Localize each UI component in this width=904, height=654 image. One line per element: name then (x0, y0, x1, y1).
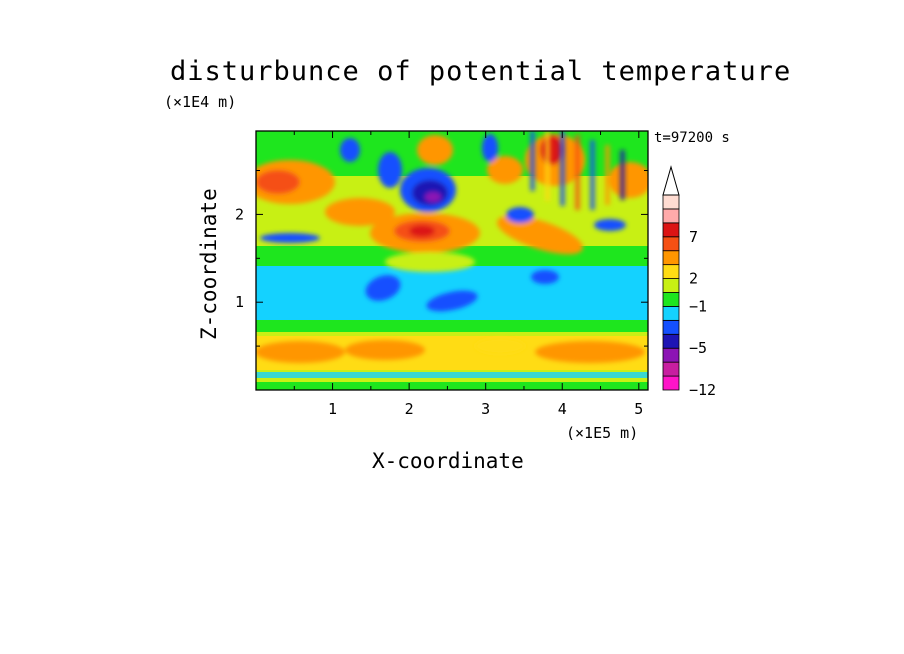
time-label: t=97200 s (654, 130, 730, 146)
field-warm-lower-left (256, 341, 345, 363)
field-band-bottom-cyan (256, 372, 648, 378)
x-tick-label: 2 (405, 400, 414, 418)
field-cold-blob-2 (426, 290, 478, 312)
field-warm-far-right (608, 162, 648, 198)
colorbar-cell (662, 222, 680, 238)
field-warm-top-right-center (487, 156, 523, 184)
colorbar-cell (662, 194, 680, 210)
field-wave-stripes (530, 131, 625, 210)
colorbar: 7 2 −1 −5 −12 (662, 165, 716, 399)
field-warm-upper-mid (325, 198, 395, 226)
field-warm-upper-left-core (256, 170, 300, 194)
chart-title: disturbunce of potential temperature (170, 56, 792, 87)
field-cold-blob-3 (531, 270, 559, 284)
colorbar-cell (662, 319, 680, 335)
x-tick-label: 4 (558, 400, 567, 418)
colorbar-extend-arrow (662, 165, 680, 196)
field-cold-center-core (425, 192, 441, 202)
colorbar-label: −5 (689, 339, 707, 357)
colorbar-cell (662, 375, 680, 391)
x-tick-label: 1 (328, 400, 337, 418)
y-tick-label: 2 (235, 205, 244, 223)
colorbar-cell (662, 236, 680, 252)
field-cold-far-right (594, 219, 626, 231)
colorbar-cell (662, 208, 680, 224)
field-cold-top-right (482, 134, 498, 162)
field-cold-right (506, 207, 534, 223)
field-warm-lower-right (535, 341, 645, 363)
colorbar-cell (662, 333, 680, 349)
field-warm-right-band (496, 215, 584, 255)
plot-frame (255, 130, 649, 391)
colorbar-label: −1 (689, 297, 707, 315)
y-tick-label: 1 (235, 293, 244, 311)
field-cold-blob-1 (365, 275, 401, 301)
colorbar-label: 7 (689, 228, 698, 246)
field-cold-top-left (378, 152, 402, 188)
field-cold-left-2 (340, 138, 360, 162)
heatmap-field (256, 131, 648, 390)
x-axis-unit: (×1E5 m) (566, 424, 639, 442)
colorbar-label: −12 (689, 381, 716, 399)
x-tick-label: 3 (481, 400, 490, 418)
field-warm-central-core (409, 225, 435, 237)
x-axis: 1 2 3 4 5 (293, 131, 643, 418)
colorbar-cell (662, 250, 680, 266)
colorbar-cell (662, 278, 680, 293)
field-warm-lower-mid (345, 340, 425, 360)
colorbar-cell (662, 264, 680, 279)
field-cyan-yellow-patch (385, 252, 475, 272)
x-tick-label: 5 (634, 400, 643, 418)
colorbar-label: 2 (689, 270, 698, 288)
colorbar-cell (662, 292, 680, 307)
x-axis-label: X-coordinate (372, 449, 524, 473)
colorbar-cell (662, 306, 680, 321)
field-band-cyan (256, 262, 648, 320)
colorbar-cell (662, 361, 680, 377)
field-warm-lower-center (475, 338, 525, 354)
y-axis-unit: (×1E4 m) (164, 93, 237, 111)
y-axis: 12 (235, 170, 648, 347)
colorbar-cell (662, 347, 680, 363)
field-warm-top-center (417, 135, 453, 165)
field-cold-left (260, 233, 320, 243)
